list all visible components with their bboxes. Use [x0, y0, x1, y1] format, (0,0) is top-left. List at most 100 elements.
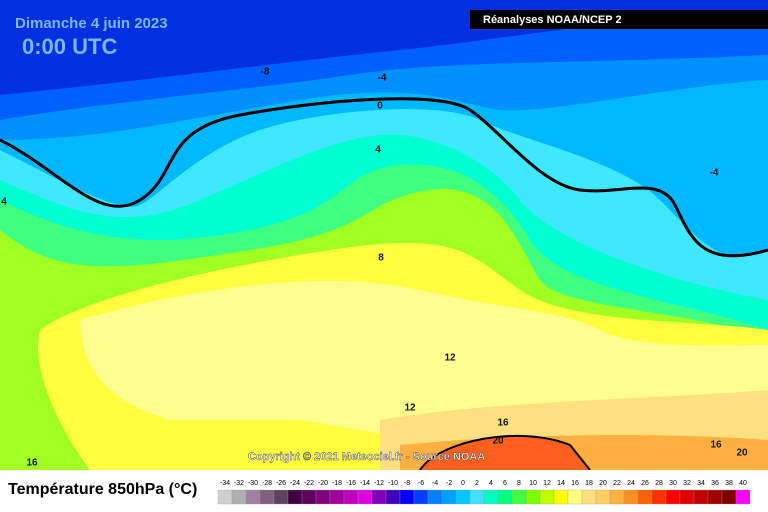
color-swatch [399, 489, 415, 505]
color-swatch [413, 489, 429, 505]
color-swatch [693, 489, 709, 505]
scale-tick-label: -32 [234, 480, 244, 487]
contour-label: 0 [377, 101, 383, 112]
copyright: Copyright © 2021 Meteociel.fr - Source N… [248, 451, 485, 463]
color-swatch [427, 489, 443, 505]
color-swatch [273, 489, 289, 505]
color-swatch [735, 489, 751, 505]
color-swatch [623, 489, 639, 505]
contour-label: 16 [710, 440, 722, 451]
map-time: 0:00 UTC [22, 34, 117, 59]
color-swatch [315, 489, 331, 505]
scale-tick-label: 36 [711, 480, 719, 487]
color-swatch [287, 489, 303, 505]
color-swatch [357, 489, 373, 505]
color-swatch [679, 489, 695, 505]
scale-tick-label: -10 [388, 480, 398, 487]
color-swatch [609, 489, 625, 505]
color-swatch [259, 489, 275, 505]
scale-tick-label: -12 [374, 480, 384, 487]
legend-title: Température 850hPa (°C) [8, 481, 197, 498]
scale-tick-label: -4 [432, 480, 438, 487]
scale-tick-label: -24 [290, 480, 300, 487]
scale-tick-label: -18 [332, 480, 342, 487]
scale-tick-label: 40 [739, 480, 747, 487]
contour-label: 8 [378, 253, 384, 264]
scale-tick-label: -14 [360, 480, 370, 487]
source-text: Réanalyses NOAA/NCEP 2 [483, 14, 622, 26]
scale-tick-label: 20 [599, 480, 607, 487]
color-swatch [329, 489, 345, 505]
contour-label: 20 [492, 436, 504, 447]
contour-label: -8 [261, 67, 270, 78]
contour-label: 16 [497, 418, 509, 429]
contour-label: 16 [26, 458, 38, 469]
scale-tick-label: 10 [529, 480, 537, 487]
contour-label: 20 [736, 448, 748, 459]
scale-tick-label: 28 [655, 480, 663, 487]
scale-tick-label: 22 [613, 480, 621, 487]
scale-tick-label: 30 [669, 480, 677, 487]
scale-tick-label: 32 [683, 480, 691, 487]
scale-tick-label: -28 [262, 480, 272, 487]
scale-tick-label: 8 [517, 480, 521, 487]
zero-isotherm [0, 97, 768, 258]
color-swatch [301, 489, 317, 505]
contour-label: 12 [444, 353, 456, 364]
color-swatch [539, 489, 555, 505]
scale-tick-label: 34 [697, 480, 705, 487]
color-swatch [637, 489, 653, 505]
contour-labels: -8 -4 0 4 8 12 12 16 20 16 20 -4 4 16 [1, 67, 748, 469]
scale-tick-label: 0 [461, 480, 465, 487]
color-scale: -34 -32 -30 -28 -26 -24 -22 -20 -18 -16 -14 -12 -10-… [217, 480, 751, 505]
contour-label: 4 [375, 145, 381, 156]
scale-tick-label: 26 [641, 480, 649, 487]
color-swatch [595, 489, 611, 505]
contour-label: -4 [378, 73, 387, 84]
source-box [470, 10, 768, 29]
scale-tick-label: -34 [220, 480, 230, 487]
isotherm [419, 434, 591, 471]
scale-tick-label: 12 [543, 480, 551, 487]
contour-label: 4 [1, 197, 7, 208]
contour-label: -4 [710, 168, 719, 179]
scale-tick-label: 16 [571, 480, 579, 487]
scale-tick-label: 6 [503, 480, 507, 487]
color-swatch [483, 489, 499, 505]
scale-tick-label: -8 [404, 480, 410, 487]
color-swatch [385, 489, 401, 505]
scale-tick-label: 2 [475, 480, 479, 487]
scale-tick-label: 38 [725, 480, 733, 487]
scale-tick-label: -6 [418, 480, 424, 487]
map-title: Dimanche 4 juin 2023 [15, 15, 168, 32]
color-swatch [707, 489, 723, 505]
color-swatch [469, 489, 485, 505]
scale-tick-label: -26 [276, 480, 286, 487]
color-swatch [511, 489, 527, 505]
color-swatch [567, 489, 583, 505]
scale-tick-label: -16 [346, 480, 356, 487]
scale-tick-label: 18 [585, 480, 593, 487]
color-swatch [371, 489, 387, 505]
color-swatch [441, 489, 457, 505]
color-swatch [245, 489, 261, 505]
color-swatch [455, 489, 471, 505]
scale-tick-label: 24 [627, 480, 635, 487]
contour-label: 12 [404, 403, 416, 414]
scale-tick-label: -30 [248, 480, 258, 487]
color-swatch [525, 489, 541, 505]
color-swatch [497, 489, 513, 505]
color-swatch [581, 489, 597, 505]
color-swatch [665, 489, 681, 505]
color-swatch [721, 489, 737, 505]
scale-tick-label: -22 [304, 480, 314, 487]
color-swatch [651, 489, 667, 505]
scale-tick-label: -20 [318, 480, 328, 487]
color-swatch [231, 489, 247, 505]
scale-tick-label: -2 [446, 480, 452, 487]
scale-tick-label: 14 [557, 480, 565, 487]
color-swatch [217, 489, 233, 505]
color-swatch [553, 489, 569, 505]
